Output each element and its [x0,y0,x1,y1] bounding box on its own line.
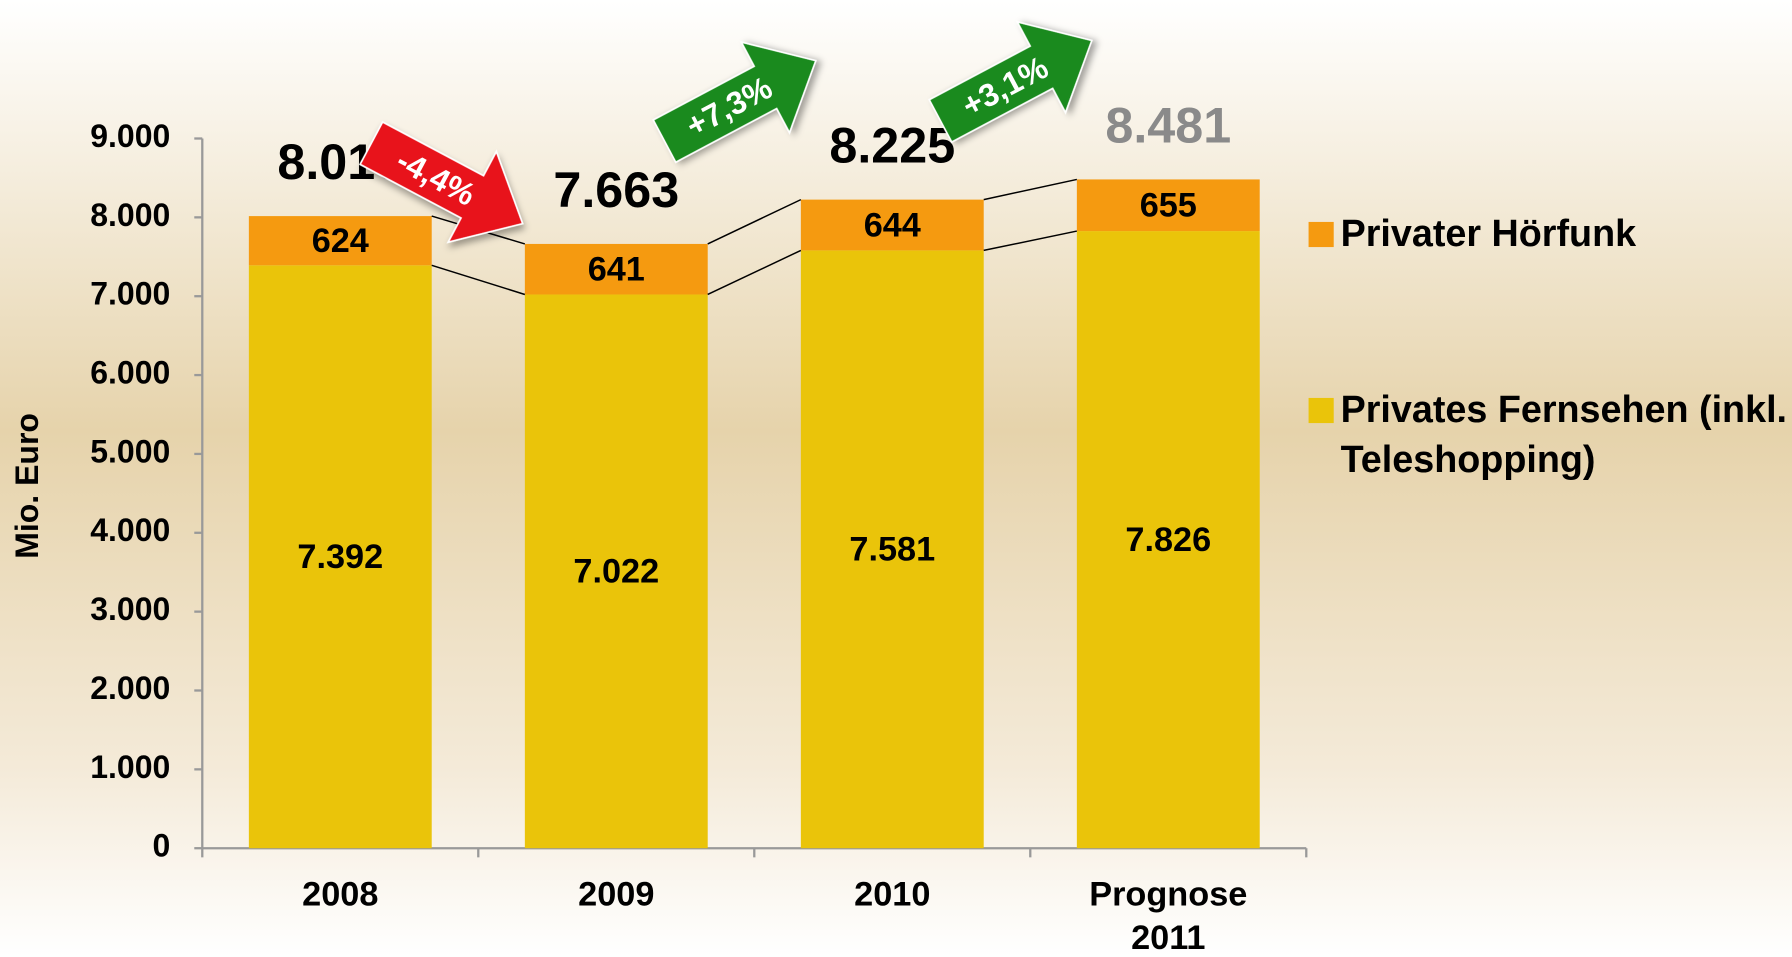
y-tick-label: 6.000 [90,355,170,391]
total-label: 8.481 [1105,96,1231,153]
connector [707,198,802,245]
bar-segment [1076,231,1260,849]
segment-label: 7.392 [297,538,383,576]
x-tick-label: 2010 [854,875,931,914]
segment-label: 641 [588,251,645,289]
y-tick-label: 3.000 [90,591,170,627]
segment-label: 624 [312,222,369,260]
bar-segment [524,294,708,849]
bar-segment [524,243,708,295]
arrow-shape [358,120,524,244]
connector [431,264,526,296]
legend-label: Privates Fernsehen (inkl. Teleshopping) [1340,387,1788,481]
connector [707,249,802,296]
y-tick-label: 8.000 [90,197,170,233]
legend-label-box: Privates Fernsehen (inkl. Teleshopping) [1340,387,1788,481]
bar-segment [800,250,984,849]
connector [983,230,1078,252]
legend-label: Privater Hörfunk [1340,211,1637,254]
y-tick-label: 0 [152,828,170,864]
y-tick-label: 2.000 [90,670,170,706]
legend-swatch [1308,397,1334,424]
bar-segment [248,216,432,266]
x-tick-label-box: 2008 [302,875,379,914]
y-tick-label: 7.000 [90,276,170,312]
legend-swatch [1308,221,1334,248]
x-tick-label-box: 2009 [578,875,655,914]
y-tick-label: 4.000 [90,512,170,548]
bar-segment [248,265,432,849]
connector [983,178,1078,201]
segment-label: 7.826 [1125,521,1211,559]
segment-label: 7.581 [849,531,935,569]
legend-label-box: Privater Hörfunk [1340,211,1637,254]
bar-segment [800,199,984,251]
x-tick-label: 2008 [302,875,379,914]
y-axis-label: Mio. Euro [9,413,45,559]
y-tick-label: 1.000 [90,749,170,785]
x-tick-label-box: 2010 [854,875,931,914]
arrow-shape [928,20,1093,144]
segment-label: 655 [1140,187,1197,225]
x-tick-label-box: Prognose 2011 [1089,875,1248,957]
segment-label: 644 [864,206,921,244]
total-label: 7.663 [553,161,679,218]
y-tick-label: 5.000 [90,433,170,469]
arrow-shape [652,40,817,164]
total-label: 8.225 [829,117,955,174]
x-tick-label: 2009 [578,875,655,914]
x-tick-label: Prognose 2011 [1089,875,1248,957]
y-tick-label: 9.000 [90,118,170,154]
segment-label: 7.022 [573,553,659,591]
bar-segment [1076,179,1260,232]
